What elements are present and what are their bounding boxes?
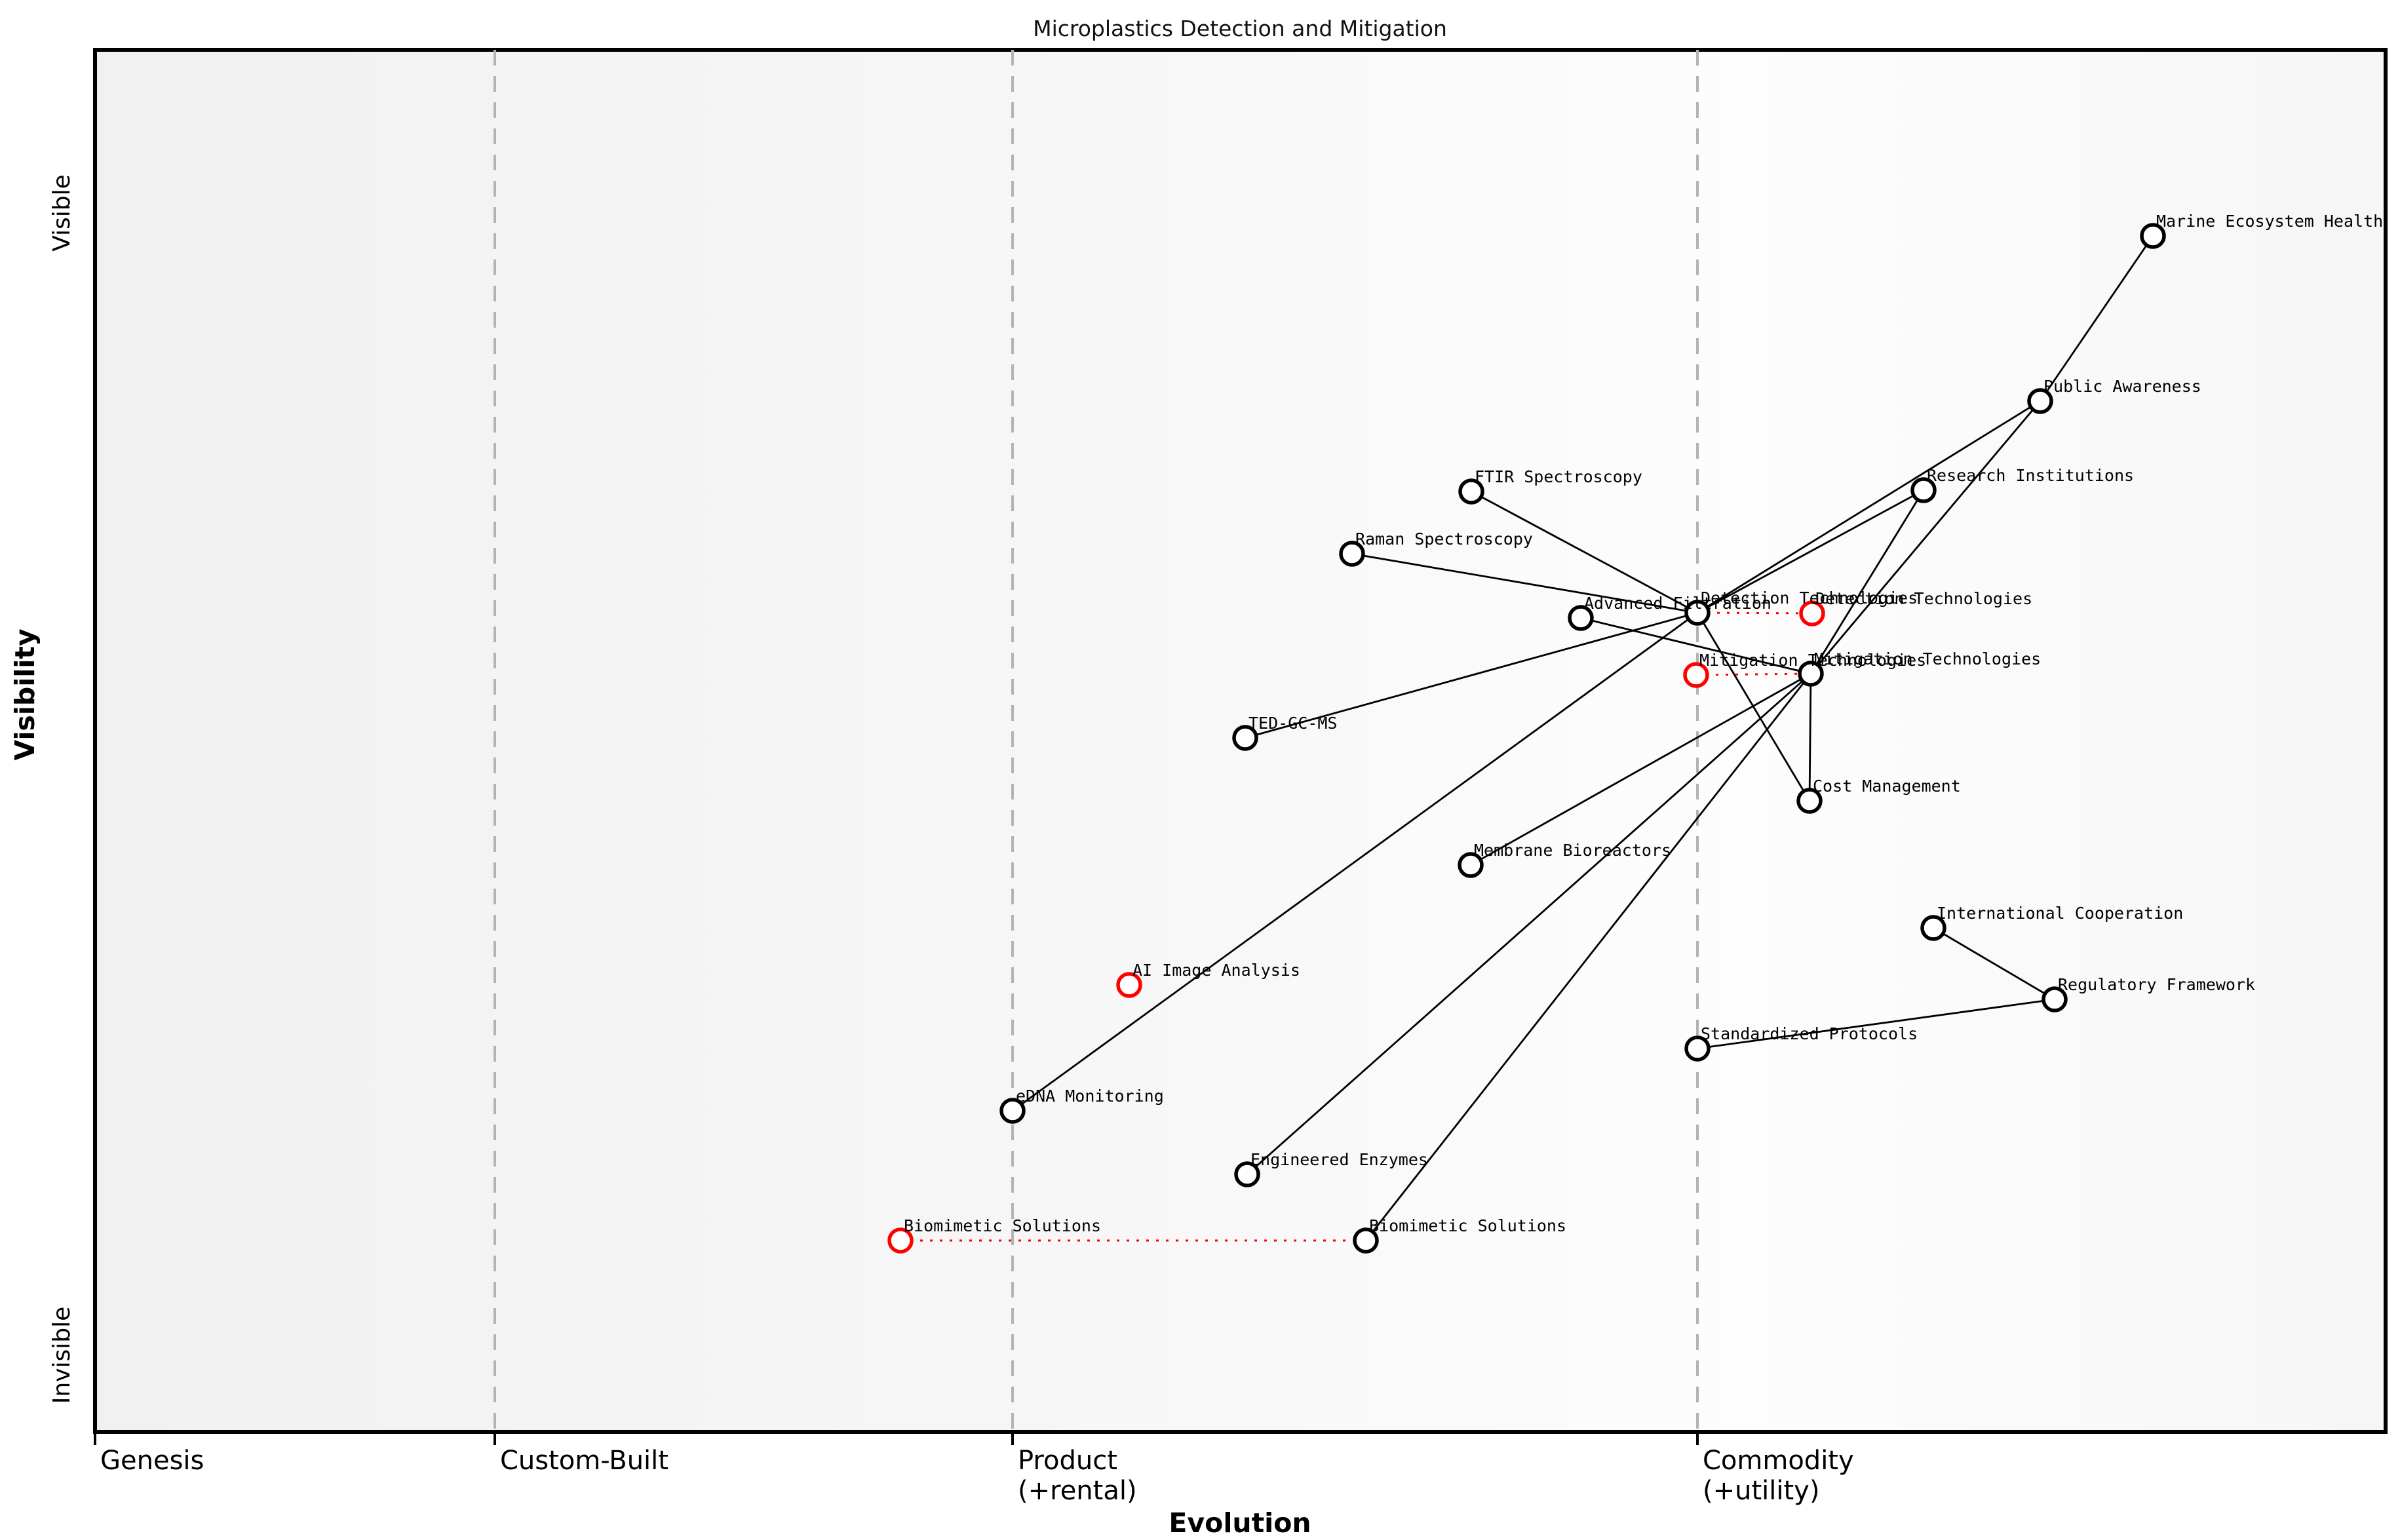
edge-public-awareness--detection-technologies — [1697, 400, 2041, 614]
y-axis-label: Visibility — [9, 628, 41, 760]
node-label-detection-technologies-evolved: Detection Technologies — [1815, 589, 2032, 608]
y-tick-invisible: Invisible — [48, 1307, 75, 1404]
node-public-awareness — [2027, 388, 2053, 414]
x-axis-label: Evolution — [1169, 1507, 1311, 1539]
node-detection-technologies — [1684, 600, 1711, 626]
stage-sublabel-product: (+rental) — [1018, 1476, 1137, 1506]
node-marine-ecosystem-health — [2140, 223, 2166, 249]
node-mitigation-technologies — [1798, 661, 1824, 687]
node-label-engineered-enzymes: Engineered Enzymes — [1250, 1150, 1428, 1169]
edge-marine-ecosystem-health--public-awareness — [2039, 235, 2154, 402]
node-biomimetic-solutions — [1353, 1227, 1379, 1254]
node-label-public-awareness: Public Awareness — [2043, 377, 2201, 396]
y-tick-visible: Visible — [48, 174, 75, 252]
stage-label-custom-built: Custom-Built — [500, 1446, 668, 1476]
node-ai-image-analysis — [1116, 972, 1142, 998]
node-label-regulatory-framework: Regulatory Framework — [2058, 975, 2255, 994]
edge-cost-management--mitigation-technologies — [1808, 673, 1812, 801]
node-international-cooperation — [1920, 915, 1946, 941]
edge-international-cooperation--regulatory-framework — [1933, 927, 2055, 1001]
edge-advanced-filtration--mitigation-technologies — [1580, 617, 1811, 675]
edges-layer — [1012, 235, 2154, 1241]
node-label-standardized-protocols: Standardized Protocols — [1701, 1024, 1918, 1043]
edge-research-institutions--detection-technologies — [1697, 489, 1924, 614]
edge-ftir-spectroscopy--detection-technologies — [1471, 490, 1698, 614]
node-label-mitigation-technologies-origin: Mitigation Technologies — [1699, 651, 1926, 670]
node-biomimetic-solutions-origin — [887, 1227, 914, 1254]
edge-ted-gc-ms--detection-technologies — [1245, 611, 1698, 739]
node-label-ftir-spectroscopy: FTIR Spectroscopy — [1475, 467, 1642, 486]
edge-research-institutions--mitigation-technologies — [1810, 490, 1925, 674]
node-label-advanced-filtration: Advanced Filtration — [1584, 594, 1771, 613]
node-label-biomimetic-solutions-origin: Biomimetic Solutions — [904, 1216, 1101, 1235]
node-label-raman-spectroscopy: Raman Spectroscopy — [1355, 529, 1533, 549]
edge-raman-spectroscopy--detection-technologies — [1351, 552, 1698, 614]
edge-engineered-enzymes--mitigation-technologies — [1247, 672, 1811, 1176]
node-ftir-spectroscopy — [1458, 478, 1484, 505]
node-label-detection-technologies: Detection Technologies — [1701, 588, 1918, 607]
node-research-institutions — [1910, 477, 1937, 503]
edge-regulatory-framework--standardized-protocols — [1697, 998, 2055, 1050]
node-label-marine-ecosystem-health: Marine Ecosystem Health — [2156, 212, 2383, 231]
stage-labels: Genesis Custom-Built Product(+rental) Commo… — [100, 1446, 1854, 1506]
node-label-research-institutions: Research Institutions — [1927, 466, 2134, 485]
node-standardized-protocols — [1684, 1035, 1711, 1062]
stage-label-genesis: Genesis — [100, 1446, 204, 1476]
node-label-cost-management: Cost Management — [1813, 777, 1961, 796]
node-advanced-filtration — [1568, 605, 1594, 631]
node-edna-monitoring — [999, 1098, 1026, 1124]
node-label-international-cooperation: International Cooperation — [1937, 904, 2183, 923]
map-title: Microplastics Detection and Mitigation — [1033, 16, 1447, 41]
node-label-membrane-bioreactors: Membrane Bioreactors — [1474, 841, 1671, 860]
labels-layer: Marine Ecosystem Health Public Awareness R… — [904, 212, 2383, 1235]
edge-biomimetic-solutions--mitigation-technologies — [1365, 673, 1812, 1241]
stage-label-commodity: Commodity — [1703, 1446, 1854, 1476]
edge-edna-monitoring--detection-technologies — [1012, 611, 1698, 1112]
node-cost-management — [1796, 788, 1823, 814]
node-label-ai-image-analysis: AI Image Analysis — [1132, 961, 1300, 980]
node-engineered-enzymes — [1234, 1161, 1260, 1187]
edge-public-awareness--mitigation-technologies — [1810, 400, 2042, 674]
grid-layer — [94, 50, 1699, 1445]
node-label-mitigation-technologies: Mitigation Technologies — [1814, 649, 2041, 668]
node-label-biomimetic-solutions: Biomimetic Solutions — [1369, 1216, 1566, 1235]
node-regulatory-framework — [2042, 986, 2068, 1012]
node-ted-gc-ms — [1232, 725, 1258, 751]
stage-label-product: Product — [1018, 1446, 1117, 1476]
stage-sublabel-commodity: (+utility) — [1703, 1476, 1819, 1506]
node-label-edna-monitoring: eDNA Monitoring — [1016, 1087, 1164, 1106]
edge-membrane-bioreactors--mitigation-technologies — [1470, 672, 1811, 866]
nodes-layer — [887, 223, 2166, 1254]
node-raman-spectroscopy — [1339, 541, 1365, 567]
node-label-ted-gc-ms: TED-GC-MS — [1248, 714, 1337, 733]
node-detection-technologies-evolved — [1799, 600, 1825, 626]
node-membrane-bioreactors — [1458, 852, 1484, 878]
node-mitigation-technologies-origin — [1683, 662, 1709, 688]
